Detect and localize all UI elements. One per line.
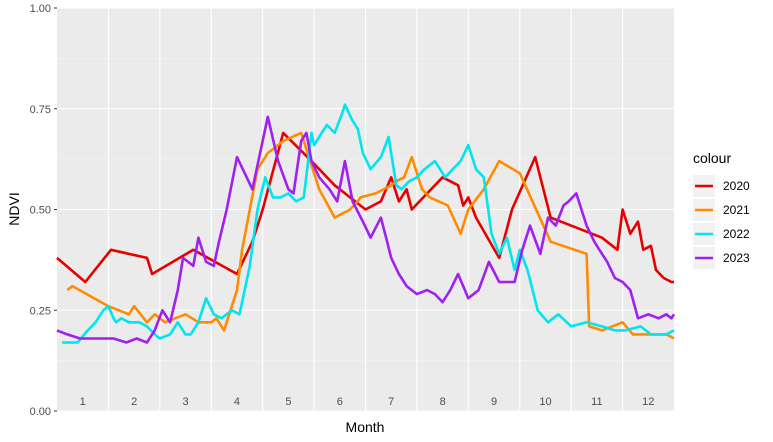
legend-label-2021: 2021: [723, 203, 750, 217]
y-tick-label: 0.50: [30, 205, 51, 217]
month-label: 2: [131, 396, 137, 408]
y-axis: 0.00 0.25 0.50 0.75 1.00: [30, 3, 57, 418]
month-labels: 1 2 3 4 5 6 7 8 9 10 11 12: [80, 396, 655, 408]
y-tick-label: 1.00: [30, 3, 51, 15]
legend: colour 2020 2021 2022 2023: [693, 150, 750, 269]
month-label: 5: [285, 396, 291, 408]
month-label: 4: [234, 396, 240, 408]
x-axis-title: Month: [346, 419, 385, 435]
legend-label-2022: 2022: [723, 227, 750, 241]
legend-title: colour: [693, 150, 731, 166]
month-label: 3: [182, 396, 188, 408]
legend-label-2020: 2020: [723, 179, 750, 193]
y-axis-title: NDVI: [6, 192, 22, 225]
legend-label-2023: 2023: [723, 251, 750, 265]
month-label: 1: [80, 396, 86, 408]
month-label: 9: [491, 396, 497, 408]
series-line-2020: [56, 131, 674, 284]
month-label: 8: [440, 396, 446, 408]
month-label: 6: [337, 396, 343, 408]
series-lines: [56, 103, 676, 344]
month-label: 10: [539, 396, 551, 408]
month-label: 12: [642, 396, 654, 408]
y-tick-label: 0.75: [30, 104, 51, 116]
series-line-2022: [62, 103, 675, 344]
month-label: 11: [591, 396, 602, 408]
series-line-2023: [56, 115, 676, 344]
y-tick-label: 0.25: [30, 305, 51, 317]
y-tick-label: 0.00: [30, 406, 51, 418]
month-label: 7: [388, 396, 394, 408]
